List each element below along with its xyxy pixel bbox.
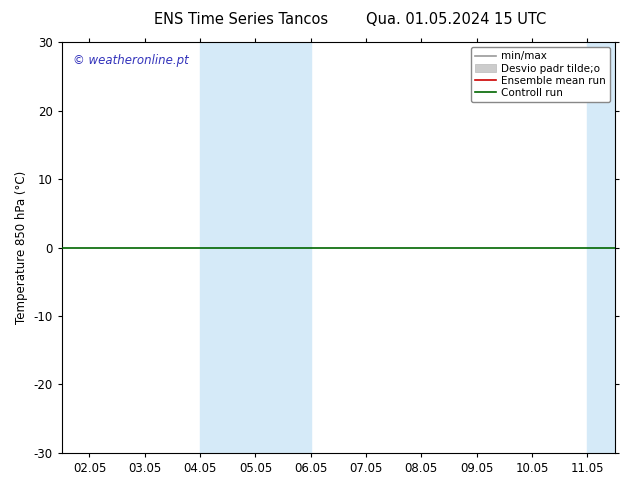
Legend: min/max, Desvio padr tilde;o, Ensemble mean run, Controll run: min/max, Desvio padr tilde;o, Ensemble m… [470, 47, 610, 102]
Text: ENS Time Series Tancos: ENS Time Series Tancos [154, 12, 328, 27]
Bar [200, 42, 311, 453]
Bar [587, 42, 634, 453]
Text: Qua. 01.05.2024 15 UTC: Qua. 01.05.2024 15 UTC [366, 12, 547, 27]
Y-axis label: Temperature 850 hPa (°C): Temperature 850 hPa (°C) [15, 171, 28, 324]
Text: © weatheronline.pt: © weatheronline.pt [73, 54, 189, 68]
